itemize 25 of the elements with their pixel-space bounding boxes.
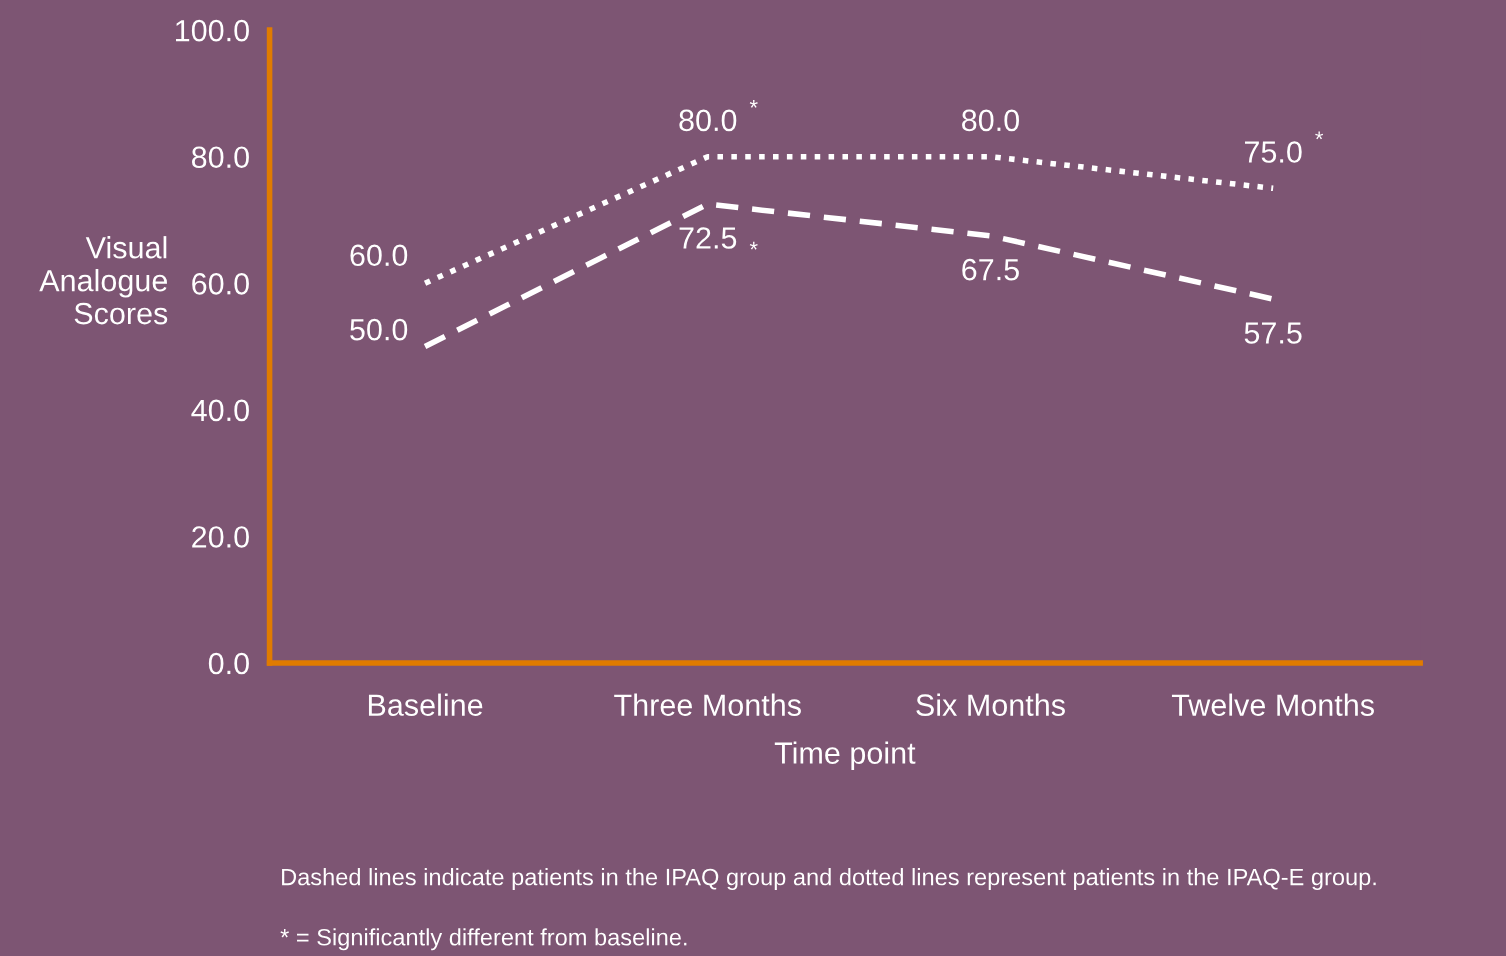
data-label: 60.0 bbox=[350, 244, 408, 267]
text: Dashed lines indicate patients in the IPAQ group and dotted lines represent patients in the IPAQ-E group. bbox=[282, 868, 1376, 891]
y-tick-label: 80.0 bbox=[191, 146, 249, 169]
data-label: 80.0 bbox=[679, 109, 737, 132]
y-tick-label: 60.0 bbox=[192, 273, 249, 295]
data-label: 50.0 bbox=[350, 318, 408, 341]
annotation: * bbox=[749, 99, 758, 108]
annotation: * bbox=[749, 241, 758, 250]
x-tick-label: Baseline bbox=[368, 693, 483, 716]
data-label: 75.0 bbox=[1244, 141, 1302, 163]
y-tick-label: 20.0 bbox=[192, 526, 249, 548]
x-tick-label: Twelve Months bbox=[1171, 693, 1374, 716]
x-tick-label: Three Months bbox=[614, 693, 801, 716]
data-label: 57.5 bbox=[1244, 322, 1302, 344]
y-tick-label: 100.0 bbox=[176, 19, 249, 42]
y-tick-label: 0.0 bbox=[208, 652, 249, 675]
x-tick-label: Six Months bbox=[916, 693, 1065, 716]
y-tick-label: 40.0 bbox=[191, 399, 249, 422]
data-label: 72.5 bbox=[679, 227, 737, 249]
x-axis-title: Time point bbox=[774, 741, 916, 770]
data-label: 80.0 bbox=[962, 109, 1019, 132]
data-label: 67.5 bbox=[962, 258, 1019, 281]
annotation: * bbox=[1315, 131, 1324, 140]
text: * = Significantly different from baseline. bbox=[280, 928, 687, 951]
y-axis-title: Visual Analogue Scores bbox=[39, 236, 168, 325]
